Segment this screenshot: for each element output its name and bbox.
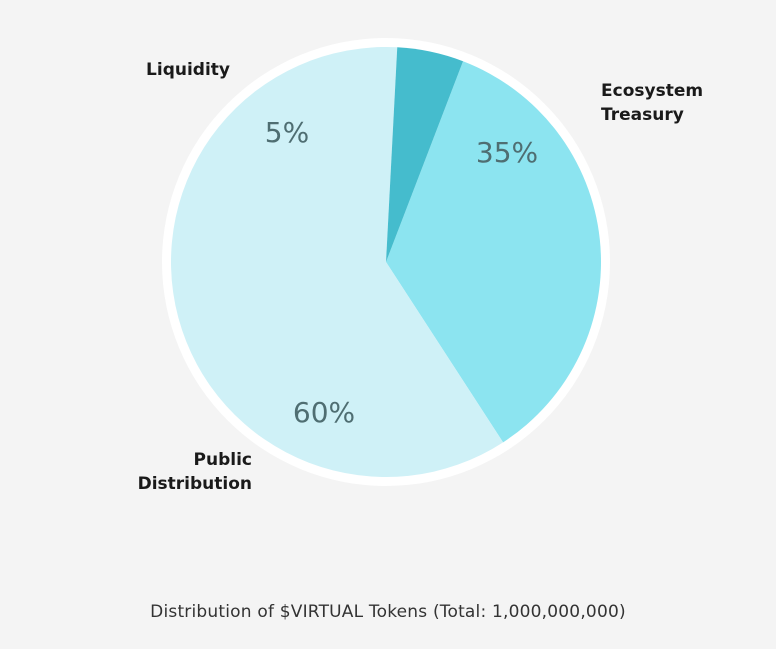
slice-liquidity: [386, 47, 464, 263]
pie-slices: [170, 46, 602, 477]
value-label-public-distribution: 60%: [293, 396, 355, 429]
category-label-line: Distribution: [138, 474, 252, 494]
category-label-line: Public: [194, 450, 252, 470]
slice-category-labels: Ecosystem Treasury Public Distribution Liqui…: [138, 60, 703, 494]
category-label-line: Liquidity: [146, 60, 230, 80]
category-label-line: Treasury: [601, 105, 684, 125]
category-label-public-distribution: Public Distribution: [138, 450, 252, 494]
chart-caption: Distribution of $VIRTUAL Tokens (Total: …: [150, 602, 626, 622]
slice-public-distribution: [170, 46, 504, 477]
value-label-ecosystem-treasury: 35%: [476, 136, 538, 169]
slice-value-labels: 35% 60% 5%: [265, 116, 538, 429]
slice-ecosystem-treasury: [386, 61, 602, 443]
category-label-ecosystem-treasury: Ecosystem Treasury: [601, 81, 703, 125]
value-label-liquidity: 5%: [265, 116, 309, 149]
category-label-liquidity: Liquidity: [146, 60, 230, 80]
category-label-line: Ecosystem: [601, 81, 703, 101]
